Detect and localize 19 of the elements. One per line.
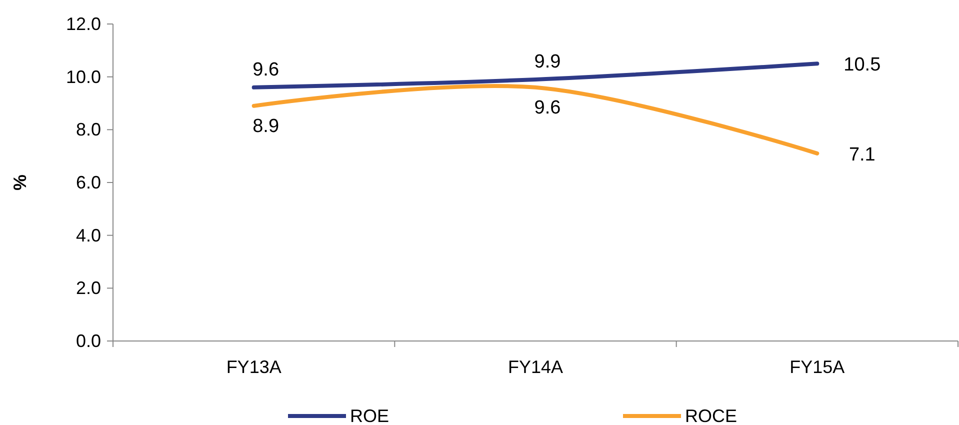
- legend-label: ROE: [350, 406, 390, 425]
- x-tick-label: FY14A: [508, 357, 564, 377]
- legend-label: ROCE: [685, 406, 738, 425]
- y-axis-title: %: [10, 174, 30, 191]
- data-label: 9.6: [252, 59, 280, 80]
- y-tick-label: 4.0: [76, 225, 101, 246]
- data-label: 9.9: [534, 51, 561, 72]
- y-tick-label: 12.0: [66, 14, 101, 34]
- data-label: 7.1: [848, 144, 876, 166]
- data-label: 10.5: [844, 54, 881, 76]
- y-tick-label: 6.0: [76, 172, 101, 192]
- y-tick-label: 8.0: [76, 120, 101, 140]
- x-tick-label: FY15A: [790, 357, 845, 377]
- y-tick-label: 10.0: [66, 66, 101, 87]
- x-tick-label: FY13A: [226, 357, 282, 377]
- data-label: 8.9: [252, 116, 280, 137]
- y-tick-label: 0.0: [76, 331, 101, 351]
- data-label: 9.6: [534, 97, 561, 118]
- y-tick-label: 2.0: [76, 278, 101, 298]
